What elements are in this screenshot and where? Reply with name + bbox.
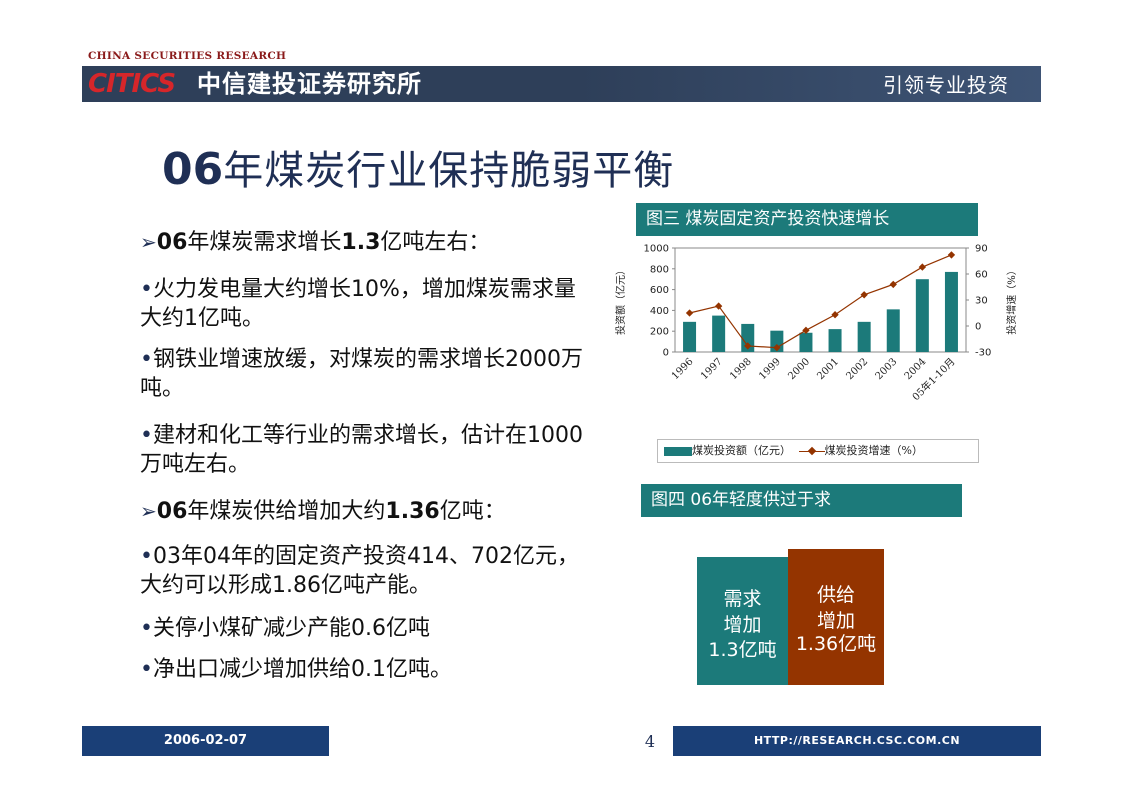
bar-investment xyxy=(828,329,842,352)
bullet-text: 亿吨： xyxy=(439,499,506,524)
legend-line-label: 煤炭投资增速（%） xyxy=(824,444,923,457)
legend-bar-swatch xyxy=(664,446,692,456)
supply-value: 1.36亿吨 xyxy=(795,633,877,655)
y-right-tick-label: 0 xyxy=(975,322,981,333)
demand-label: 需求 xyxy=(723,588,762,610)
bar-investment xyxy=(683,321,697,352)
bullet-demand-heading: ➢06年煤炭需求增长1.3亿吨左右： xyxy=(140,228,590,257)
page-number: 4 xyxy=(644,732,656,751)
bullet-text: 03年04年的固定资产投资414、702亿元，大约可以形成1.86亿吨产能。 xyxy=(140,544,579,598)
bullet-text: 1.36 xyxy=(385,499,440,524)
bullet-item: •建材和化工等行业的需求增长，估计在1000万吨左右。 xyxy=(140,421,590,479)
bullet-dot-icon: • xyxy=(140,657,153,682)
bullet-item: •03年04年的固定资产投资414、702亿元，大约可以形成1.86亿吨产能。 xyxy=(140,542,590,600)
page-title: 06年煤炭行业保持脆弱平衡 xyxy=(162,140,674,200)
slogan: 引领专业投资 xyxy=(883,73,1009,97)
demand-label: 增加 xyxy=(723,614,762,636)
citics-logo: CITICS xyxy=(88,69,176,99)
y-left-tick-label: 800 xyxy=(650,264,669,275)
y-left-tick-label: 1000 xyxy=(644,244,669,255)
bar-investment xyxy=(712,315,726,352)
growth-point xyxy=(918,263,927,271)
bar-investment xyxy=(886,309,900,352)
x-tick-label: 1999 xyxy=(757,356,783,382)
x-tick-label: 2004 xyxy=(903,356,929,382)
figure4-caption: 图四 06年轻度供过于求 xyxy=(641,484,962,517)
legend-line-swatch xyxy=(798,446,825,456)
y-left-tick-label: 200 xyxy=(650,327,669,338)
x-tick-label: 2003 xyxy=(874,356,900,382)
y-left-tick-label: 400 xyxy=(650,306,669,317)
growth-point xyxy=(860,291,868,299)
supply-label: 增加 xyxy=(816,610,855,632)
figure3-caption: 图三 煤炭固定资产投资快速增长 xyxy=(636,203,978,236)
y-right-tick-label: 30 xyxy=(975,296,988,307)
bullet-dot-icon: • xyxy=(140,347,153,372)
bar-investment xyxy=(915,279,929,352)
bar-investment xyxy=(770,330,784,352)
header-bar: CITICS 中信建投证券研究所 引领专业投资 xyxy=(82,66,1041,102)
arrow-icon: ➢ xyxy=(140,230,157,254)
footer-date: 2006-02-07 xyxy=(82,726,329,756)
bullet-text: 火力发电量大约增长10%，增加煤炭需求量大约1亿吨。 xyxy=(140,277,576,331)
bullet-dot-icon: • xyxy=(140,277,153,302)
bar-investment xyxy=(741,323,755,352)
growth-point xyxy=(773,343,781,352)
bullet-supply-heading: ➢06年煤炭供给增加大约1.36亿吨： xyxy=(140,497,590,526)
chart-legend: 煤炭投资额（亿元） 煤炭投资增速（%） xyxy=(657,439,979,463)
bullet-item: •关停小煤矿减少产能0.6亿吨 xyxy=(140,614,590,643)
growth-point xyxy=(685,309,694,317)
x-tick-label: 2002 xyxy=(844,356,870,382)
bullet-text: 关停小煤矿减少产能0.6亿吨 xyxy=(152,616,430,641)
y-right-tick-label: -30 xyxy=(975,348,991,359)
y-right-tick-label: 60 xyxy=(975,270,988,281)
bullet-text: 钢铁业增速放缓，对煤炭的需求增长2000万吨。 xyxy=(140,347,583,401)
bullet-text: 建材和化工等行业的需求增长，估计在1000万吨左右。 xyxy=(140,423,583,477)
x-tick-label: 1998 xyxy=(728,356,754,382)
bullet-text: 06 xyxy=(156,499,188,524)
bullet-text: 净出口减少增加供给0.1亿吨。 xyxy=(152,657,452,682)
y-right-axis-label: 投资增速（%） xyxy=(1005,265,1018,335)
bullet-dot-icon: • xyxy=(140,616,153,641)
y-left-tick-label: 600 xyxy=(650,285,669,296)
x-tick-label: 2000 xyxy=(786,356,812,382)
bullet-dot-icon: • xyxy=(140,423,153,448)
bullet-item: •火力发电量大约增长10%，增加煤炭需求量大约1亿吨。 xyxy=(140,275,590,333)
bullet-dot-icon: • xyxy=(140,544,153,569)
bullet-text: 06 xyxy=(156,230,188,255)
growth-point xyxy=(947,251,956,259)
demand-value: 1.3亿吨 xyxy=(708,639,777,661)
y-left-axis-label: 投资额（亿元） xyxy=(614,265,627,335)
demand-box: 需求 增加 1.3亿吨 xyxy=(697,557,788,685)
y-right-tick-label: 90 xyxy=(975,244,988,255)
title-number: 06 xyxy=(162,144,224,195)
x-tick-label: 1997 xyxy=(699,356,725,382)
x-tick-label: 1996 xyxy=(670,356,696,382)
growth-point xyxy=(889,280,897,289)
company-name: 中信建投证券研究所 xyxy=(197,70,422,98)
growth-point xyxy=(831,311,839,319)
bullet-text: 年煤炭需求增长 xyxy=(187,230,342,255)
footer-url[interactable]: HTTP://RESEARCH.CSC.COM.CN xyxy=(673,726,1041,756)
arrow-icon: ➢ xyxy=(140,499,157,523)
bullet-text: 年煤炭供给增加大约 xyxy=(187,499,386,524)
bar-investment xyxy=(857,321,871,352)
bullet-text: 1.3 xyxy=(341,230,381,255)
bullet-item: •钢铁业增速放缓，对煤炭的需求增长2000万吨。 xyxy=(140,345,590,403)
bullet-text: 亿吨左右： xyxy=(380,230,491,255)
research-label: CHINA SECURITIES RESEARCH xyxy=(88,50,287,62)
y-left-tick-label: 0 xyxy=(663,348,669,359)
bullet-item: •净出口减少增加供给0.1亿吨。 xyxy=(140,655,590,684)
supply-box: 供给 增加 1.36亿吨 xyxy=(788,549,884,685)
growth-line xyxy=(689,254,952,349)
title-text: 年煤炭行业保持脆弱平衡 xyxy=(223,148,675,194)
bar-investment xyxy=(944,271,958,352)
supply-label: 供给 xyxy=(816,584,855,606)
bar-investment xyxy=(799,332,813,352)
legend-bar-label: 煤炭投资额（亿元） xyxy=(692,444,791,457)
x-tick-label: 2001 xyxy=(815,356,841,382)
